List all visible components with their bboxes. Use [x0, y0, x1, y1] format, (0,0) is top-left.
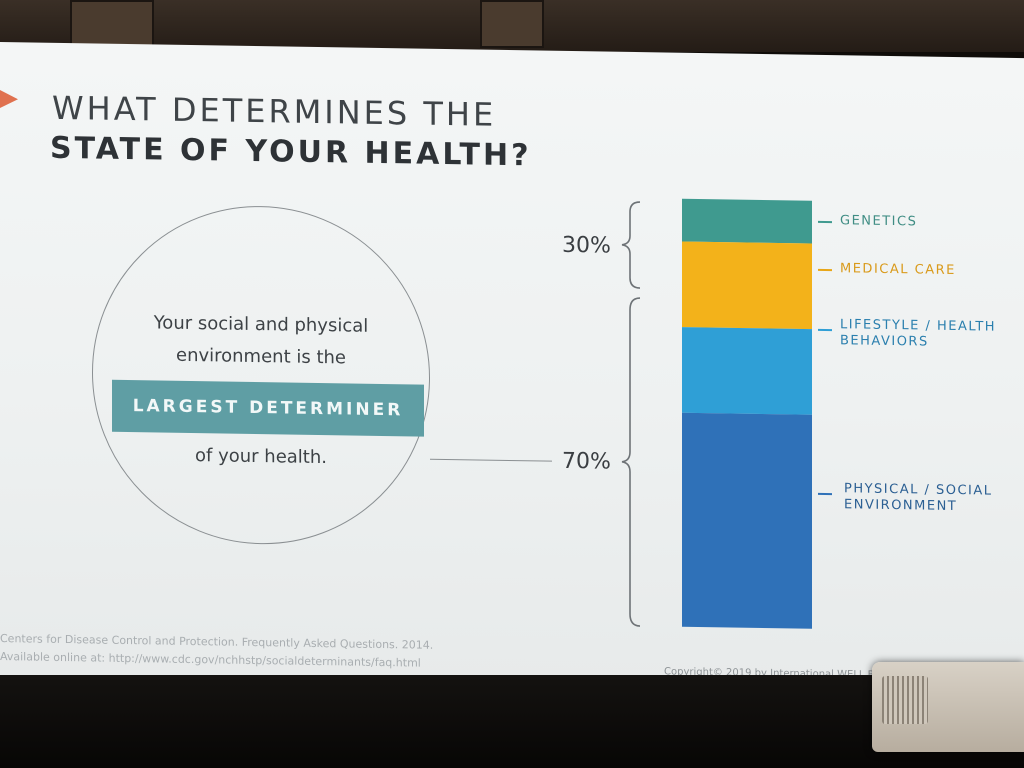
lifestyle-tick	[818, 328, 832, 332]
source-citation: Centers for Disease Control and Protecti…	[0, 630, 433, 673]
slide-title-line2: STATE OF YOUR HEALTH?	[50, 130, 532, 174]
room-window-left	[70, 0, 154, 48]
legend-medical-care: MEDICAL CARE	[840, 261, 956, 279]
projector-device	[872, 662, 1024, 752]
projected-slide: WHAT DETERMINES THE STATE OF YOUR HEALTH…	[0, 42, 1024, 699]
largest-determiner-banner: LARGEST DETERMINER	[112, 379, 424, 437]
group-label-30: 30%	[562, 232, 611, 259]
legend-lifestyle-line2: BEHAVIORS	[840, 333, 929, 350]
bar-segment-medical-care	[682, 241, 812, 330]
room-window-middle	[480, 0, 544, 48]
bar-segment-lifestyle	[682, 327, 812, 415]
title-arrow-icon	[0, 90, 18, 109]
stacked-bar-chart	[682, 198, 812, 629]
environment-tick	[818, 492, 832, 496]
brace-30	[621, 201, 641, 289]
legend-environment-line2: ENVIRONMENT	[844, 497, 958, 515]
room-background-bottom	[0, 675, 1024, 768]
brace-70	[621, 297, 641, 627]
bar-segment-genetics	[682, 198, 812, 244]
slide-title-line1: WHAT DETERMINES THE	[52, 88, 497, 134]
genetics-tick	[818, 220, 832, 224]
projector-grill	[882, 676, 928, 724]
medical-care-tick	[818, 268, 832, 272]
leader-line	[430, 458, 552, 462]
determiner-circle	[92, 203, 430, 547]
bar-segment-environment	[682, 412, 812, 629]
legend-genetics: GENETICS	[840, 213, 918, 230]
group-label-70: 70%	[562, 448, 611, 475]
